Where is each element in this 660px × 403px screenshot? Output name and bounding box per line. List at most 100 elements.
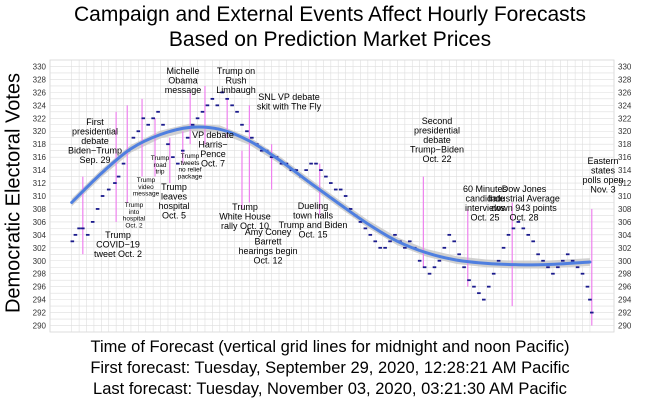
forecast-point: [531, 240, 535, 243]
y-tick-label: 300: [33, 257, 47, 266]
forecast-point: [393, 233, 397, 236]
y-tick-label: 326: [33, 88, 47, 97]
forecast-point: [560, 259, 565, 262]
event-label-line: candidate: [465, 193, 504, 203]
event-label-line: Barrett: [254, 236, 282, 246]
forecast-point: [422, 266, 427, 269]
event-label: Trump leaves hospital Oct. 5: [158, 182, 189, 220]
event-label-line: polls open: [582, 175, 623, 185]
forecast-point: [383, 246, 387, 249]
event-label: Second presidential debate Trump−Biden Oct. …: [410, 116, 464, 164]
event-label-line: Oct. 25: [470, 212, 499, 222]
forecast-point: [521, 227, 526, 230]
y-tick-label: 330: [618, 62, 632, 71]
y-tick-label: 328: [33, 75, 47, 84]
event-label-line: package: [178, 173, 203, 180]
y-tick-label: 294: [618, 296, 632, 305]
forecast-point: [457, 253, 461, 256]
event-label: Trump road trip: [151, 155, 170, 176]
forecast-point: [240, 123, 244, 126]
forecast-point: [319, 169, 323, 171]
y-tick-label: 310: [618, 192, 632, 201]
y-tick-label: 330: [33, 62, 47, 71]
event-label-line: Trump: [161, 182, 187, 192]
event-label-line: White House: [219, 211, 271, 221]
event-label-line: 60 Minutes: [463, 184, 508, 194]
event-label: Trump White House rally Oct. 10: [219, 202, 271, 231]
event-label-line: rally Oct. 10: [221, 221, 269, 231]
y-tick-label: 294: [33, 296, 47, 305]
forecast-point: [166, 143, 170, 146]
forecast-point: [329, 182, 333, 184]
forecast-point: [407, 240, 412, 243]
forecast-point: [580, 272, 585, 275]
event-label-line: Dow Jones: [502, 184, 547, 194]
forecast-point: [556, 266, 560, 269]
y-tick-label: 292: [618, 309, 632, 318]
forecast-point: [368, 233, 373, 236]
forecast-point: [427, 272, 432, 275]
forecast-point: [136, 130, 141, 133]
event-label-line: debate: [423, 135, 451, 145]
forecast-point: [205, 104, 210, 107]
forecast-point: [156, 110, 160, 113]
event-label-line: Oct. 7: [201, 158, 225, 168]
trend-line: [70, 125, 592, 267]
event-label-line: hearings begin: [238, 246, 297, 256]
forecast-point: [496, 259, 501, 262]
forecast-point: [95, 208, 100, 210]
y-tick-label: 308: [618, 205, 632, 214]
forecast-point: [269, 156, 274, 159]
event-label-line: interviews: [465, 203, 506, 213]
forecast-point: [516, 221, 521, 223]
event-label-line: Oct. 15: [298, 229, 327, 239]
forecast-point: [467, 279, 471, 282]
event-label-line: Oct. 12: [253, 255, 282, 265]
event-label-line: leaves: [161, 191, 188, 201]
forecast-point: [73, 233, 78, 236]
forecast-point: [131, 136, 136, 139]
event-label-line: skit with The Fly: [257, 101, 322, 111]
forecast-point: [551, 272, 555, 275]
event-label-line: Dueling: [298, 201, 329, 211]
y-tick-label: 310: [33, 192, 47, 201]
event-label-line: Trump: [232, 202, 258, 212]
event-label-line: town halls: [293, 210, 334, 220]
horizontal-grid: [50, 59, 614, 333]
forecast-point: [113, 182, 117, 184]
event-label: Trump on Rush Limbaugh: [216, 66, 256, 95]
event-label-line: Eastern: [587, 156, 618, 166]
forecast-point: [77, 227, 81, 230]
y-tick-label: 316: [33, 153, 47, 162]
y-tick-label: 316: [618, 153, 632, 162]
forecast-point: [482, 298, 486, 301]
forecast-point: [171, 156, 175, 159]
y-tick-label: 324: [618, 101, 632, 110]
forecast-point: [333, 188, 338, 191]
event-label: VP debate Harris− Pence Oct. 7: [192, 130, 234, 168]
forecast-point: [338, 188, 343, 191]
event-label-line: First: [86, 117, 104, 127]
y-tick-label: 318: [33, 140, 47, 149]
event-label-line: Michelle: [166, 66, 199, 76]
forecast-point: [565, 253, 570, 256]
forecast-point: [309, 162, 313, 165]
event-label-line: hospital: [158, 201, 189, 211]
event-label-line: Trump: [137, 177, 156, 184]
event-label: Eastern states polls open Nov. 3: [582, 156, 623, 194]
forecast-point: [452, 240, 457, 243]
event-label: Trump tweets no relief package: [178, 153, 203, 180]
forecast-point: [81, 227, 85, 230]
forecast-point: [363, 227, 368, 230]
forecast-point: [432, 266, 437, 269]
y-tick-label: 322: [33, 114, 47, 123]
forecast-point: [195, 117, 200, 120]
event-label-line: hospital: [123, 216, 146, 223]
event-label: Trump video message: [133, 177, 160, 198]
y-tick-label: 306: [618, 218, 632, 227]
event-label-line: down 943 points: [491, 203, 557, 213]
forecast-point: [220, 91, 225, 94]
y-tick-label: 292: [33, 309, 47, 318]
forecast-point: [506, 233, 511, 236]
chart-title: Campaign and External Events Affect Hour…: [73, 3, 587, 51]
